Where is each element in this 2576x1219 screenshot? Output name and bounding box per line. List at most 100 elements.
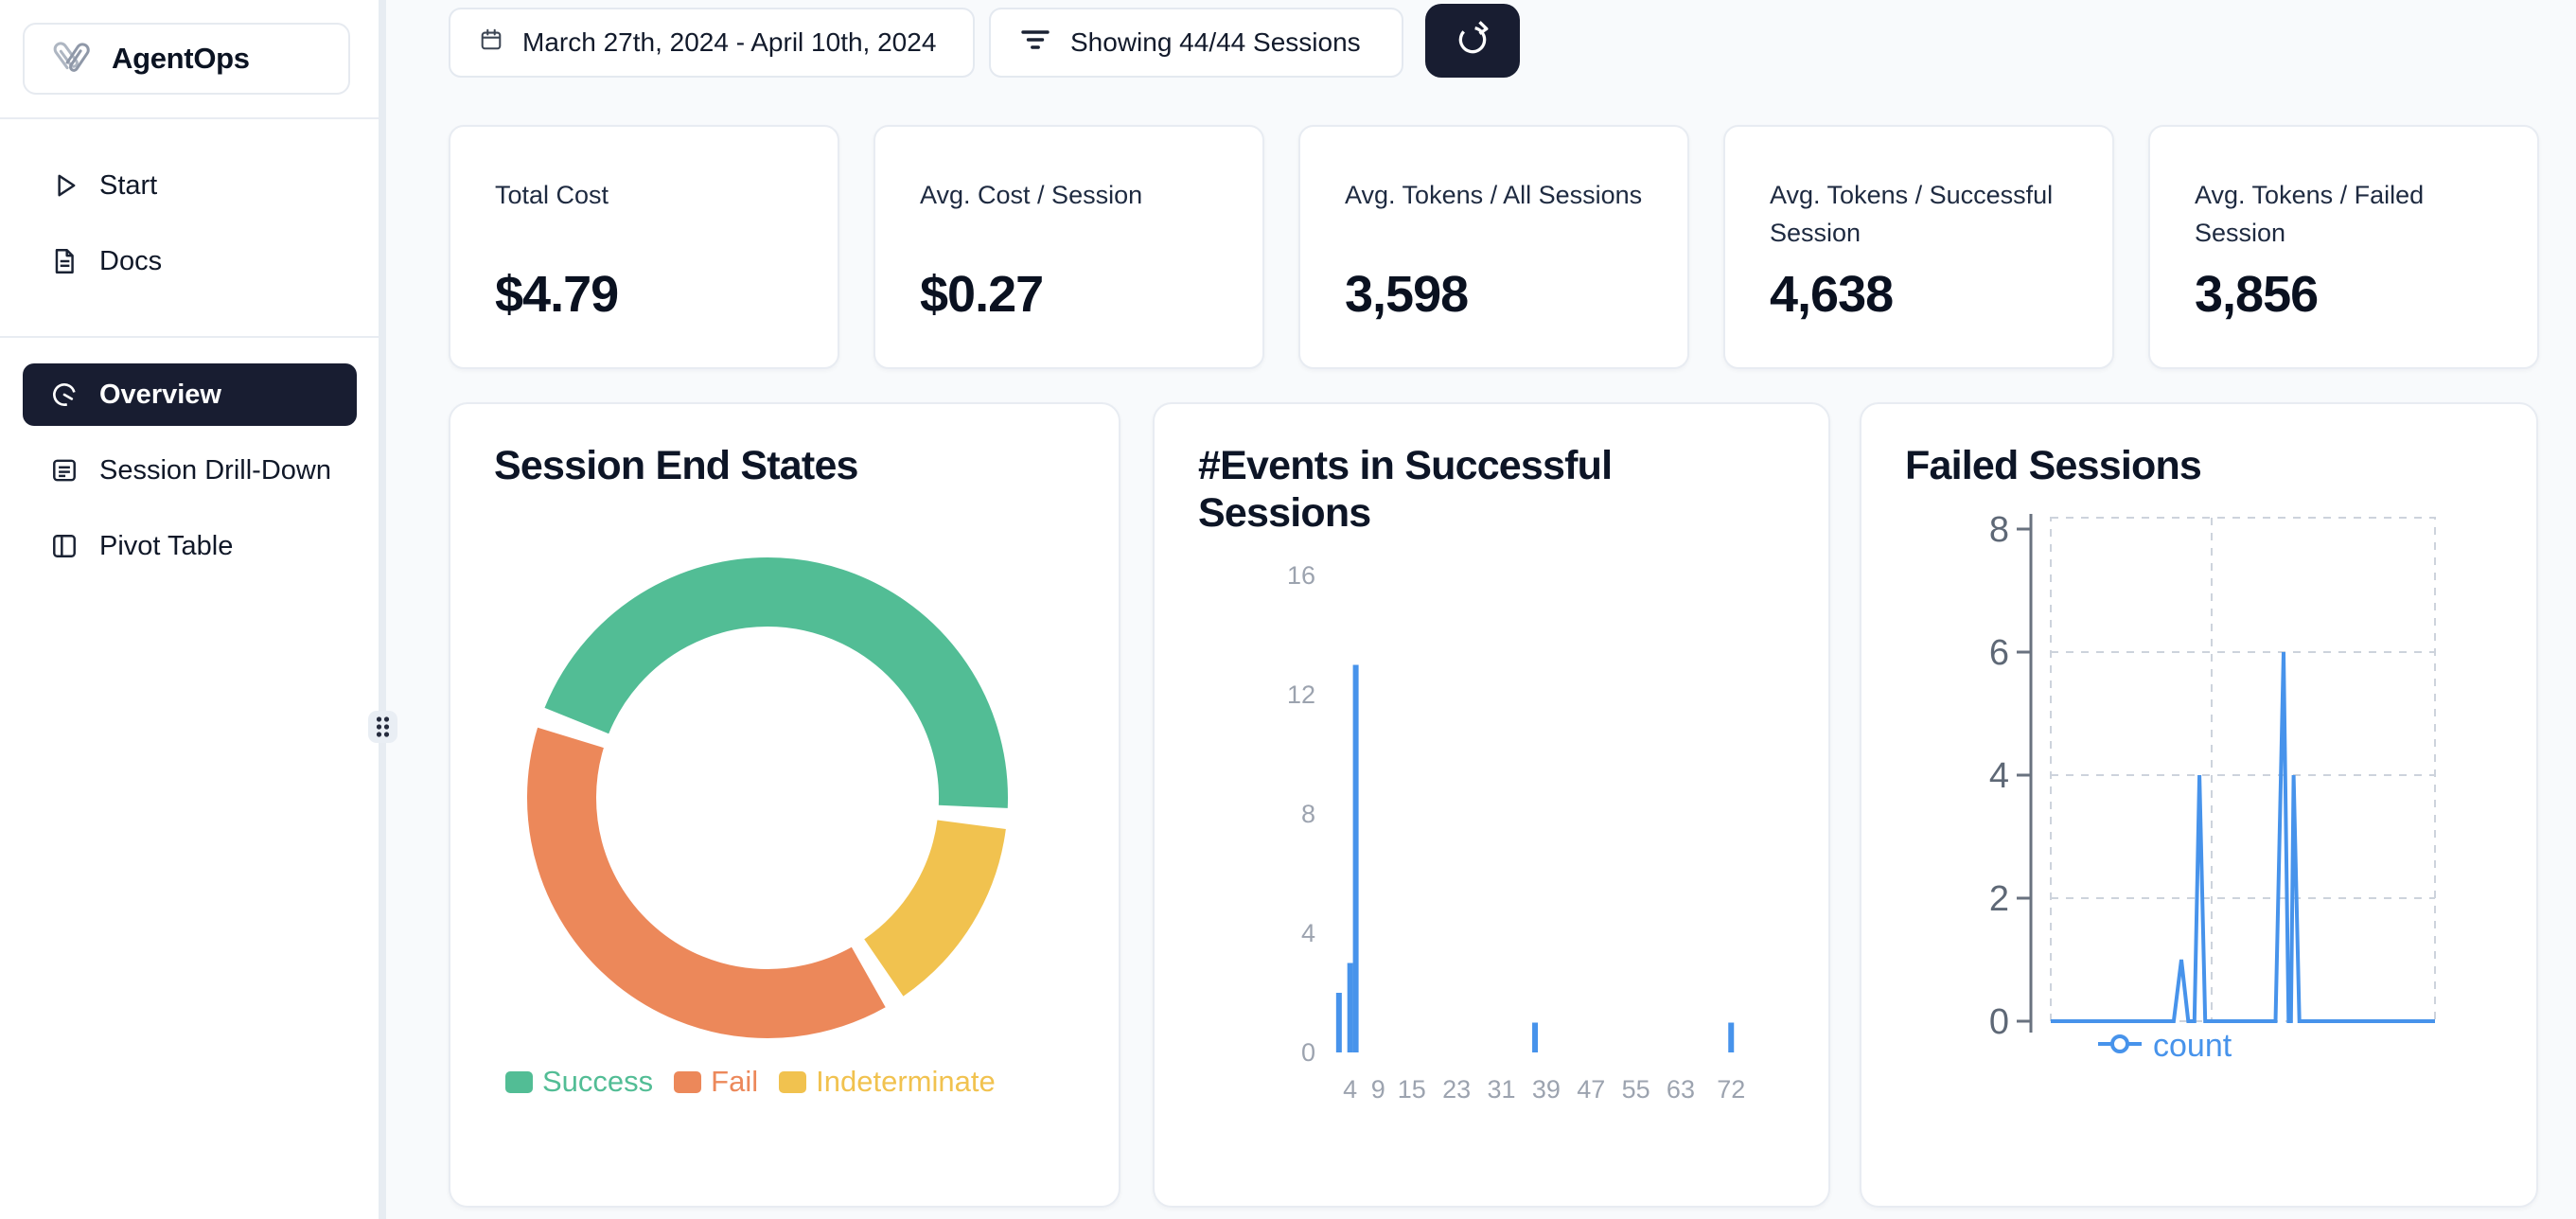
sidebar-item-label: Docs: [99, 245, 163, 276]
y-tick-label: 0: [1989, 1002, 2009, 1042]
legend-label: Indeterminate: [816, 1065, 996, 1098]
x-tick-label: 4: [1343, 1075, 1357, 1104]
nav-spacer: [0, 338, 379, 363]
agentops-logo[interactable]: AgentOps: [23, 23, 350, 95]
legend-label: Fail: [711, 1065, 759, 1098]
failed-sessions-line-chart: 0 2 4 6 8 count: [1989, 510, 2436, 1064]
donut-slice-fail[interactable]: [527, 727, 886, 1038]
y-tick-label: 4: [1301, 919, 1315, 947]
donut-slice-indeterminate[interactable]: [863, 819, 1006, 997]
sidebar-item-session-drill-down[interactable]: Session Drill-Down: [23, 444, 357, 497]
sidebar-item-docs[interactable]: Docs: [23, 235, 357, 288]
stat-card-avg-tokens-all: Avg. Tokens / All Sessions 3,598: [1298, 125, 1689, 369]
x-tick-label: 9: [1371, 1075, 1385, 1104]
stat-card-total-cost: Total Cost $4.79: [449, 125, 839, 369]
gauge-icon: [49, 380, 79, 410]
chart-title: Session End States: [494, 443, 858, 488]
sidebar-drag-handle[interactable]: [368, 711, 397, 743]
stat-value: 3,856: [2195, 266, 2319, 323]
sidebar-item-overview[interactable]: Overview: [23, 363, 357, 426]
sessions-filter-label: Showing 44/44 Sessions: [1070, 27, 1361, 57]
session-end-states-donut-chart: [527, 557, 1008, 1038]
stat-label: Avg. Tokens / Successful Session: [1770, 181, 2054, 247]
success-swatch: [505, 1070, 533, 1093]
indeterminate-swatch: [779, 1070, 807, 1093]
split-columns-icon: [49, 531, 79, 561]
stat-value: 4,638: [1770, 266, 1894, 323]
bar-x72[interactable]: [1728, 1022, 1735, 1053]
app-title: AgentOps: [112, 42, 250, 75]
x-tick-label: 47: [1577, 1075, 1605, 1104]
stat-value: $0.27: [920, 266, 1044, 323]
refresh-icon: [1452, 19, 1493, 63]
stat-label: Avg. Tokens / Failed Session: [2195, 181, 2425, 247]
sidebar-item-label: Start: [99, 169, 158, 201]
date-range-label: March 27th, 2024 - April 10th, 2024: [522, 27, 937, 57]
x-tick-label: 15: [1398, 1075, 1426, 1104]
sidebar-item-label: Session Drill-Down: [99, 454, 331, 486]
session-end-states-card: Session End States Success Fail Indeterm…: [449, 402, 1120, 1208]
stat-card-avg-tokens-successful: Avg. Tokens / Successful Session 4,638: [1723, 125, 2114, 369]
donut-legend: Success Fail Indeterminate: [505, 1065, 1016, 1099]
nav-spacer: [0, 310, 379, 336]
chart-title: Failed Sessions: [1905, 443, 2202, 488]
paperclips-logo-icon: [49, 36, 93, 82]
y-tick-label: 6: [1989, 633, 2009, 673]
x-tick-label: 55: [1622, 1075, 1650, 1104]
sidebar-resize-strip: [379, 0, 386, 1219]
sidebar-item-label: Overview: [99, 379, 221, 410]
x-tick-label: 39: [1532, 1075, 1561, 1104]
failed-sessions-card: Failed Sessions 0 2 4 6 8 count: [1860, 402, 2538, 1208]
y-tick-label: 8: [1989, 510, 2009, 550]
legend-label-count: count: [2153, 1028, 2232, 1064]
list-lines-icon: [49, 455, 79, 486]
legend-dot-marker: [2110, 1034, 2129, 1053]
y-tick-label: 12: [1287, 680, 1315, 709]
stat-card-avg-cost-session: Avg. Cost / Session $0.27: [873, 125, 1264, 369]
y-tick-label: 0: [1301, 1038, 1315, 1067]
grip-dots-icon: [376, 716, 390, 737]
filter-icon: [1019, 26, 1051, 60]
bar-x37[interactable]: [1532, 1022, 1539, 1053]
stat-label: Total Cost: [495, 181, 609, 209]
sidebar-nav: Start Docs: [0, 119, 379, 573]
sidebar-item-pivot-table[interactable]: Pivot Table: [23, 520, 357, 573]
events-in-successful-sessions-card: #Events in Successful Sessions 0 4 8 12 16 4 9…: [1153, 402, 1830, 1208]
legend-item-indeterminate: Indeterminate: [779, 1065, 996, 1099]
bar-x5[interactable]: [1352, 664, 1359, 1053]
x-tick-label: 23: [1442, 1075, 1471, 1104]
stat-label: Avg. Cost / Session: [920, 181, 1143, 209]
sidebar-item-label: Pivot Table: [99, 530, 234, 561]
date-range-button[interactable]: March 27th, 2024 - April 10th, 2024: [449, 8, 975, 78]
donut-slice-success[interactable]: [544, 557, 1008, 808]
bar-x2[interactable]: [1335, 993, 1342, 1052]
y-tick-label: 2: [1989, 879, 2009, 919]
sidebar: AgentOps Start: [0, 0, 381, 1219]
chart-title: #Events in Successful Sessions: [1198, 443, 1613, 536]
sidebar-divider: [0, 336, 379, 338]
legend-item-fail: Fail: [674, 1065, 758, 1099]
fail-swatch: [674, 1070, 702, 1093]
y-tick-label: 4: [1989, 756, 2009, 796]
y-tick-label: 16: [1287, 561, 1315, 590]
play-icon: [49, 170, 79, 201]
plot-frame: [2050, 517, 2436, 1022]
stat-value: 3,598: [1345, 266, 1469, 323]
stat-value: $4.79: [495, 266, 619, 323]
sidebar-item-start[interactable]: Start: [23, 159, 357, 212]
x-tick-label: 72: [1717, 1075, 1745, 1104]
y-tick-label: 8: [1301, 800, 1315, 828]
refresh-button[interactable]: [1425, 4, 1520, 78]
calendar-icon: [479, 27, 503, 59]
legend-item-success: Success: [505, 1065, 653, 1099]
legend-label: Success: [542, 1065, 654, 1098]
sidebar-divider: [0, 117, 379, 119]
x-tick-label: 63: [1667, 1075, 1695, 1104]
bar-x4[interactable]: [1347, 963, 1353, 1053]
count-series-line[interactable]: [2051, 651, 2435, 1023]
x-tick-label: 31: [1487, 1075, 1515, 1104]
sessions-filter-button[interactable]: Showing 44/44 Sessions: [989, 8, 1403, 78]
stat-card-avg-tokens-failed: Avg. Tokens / Failed Session 3,856: [2148, 125, 2539, 369]
